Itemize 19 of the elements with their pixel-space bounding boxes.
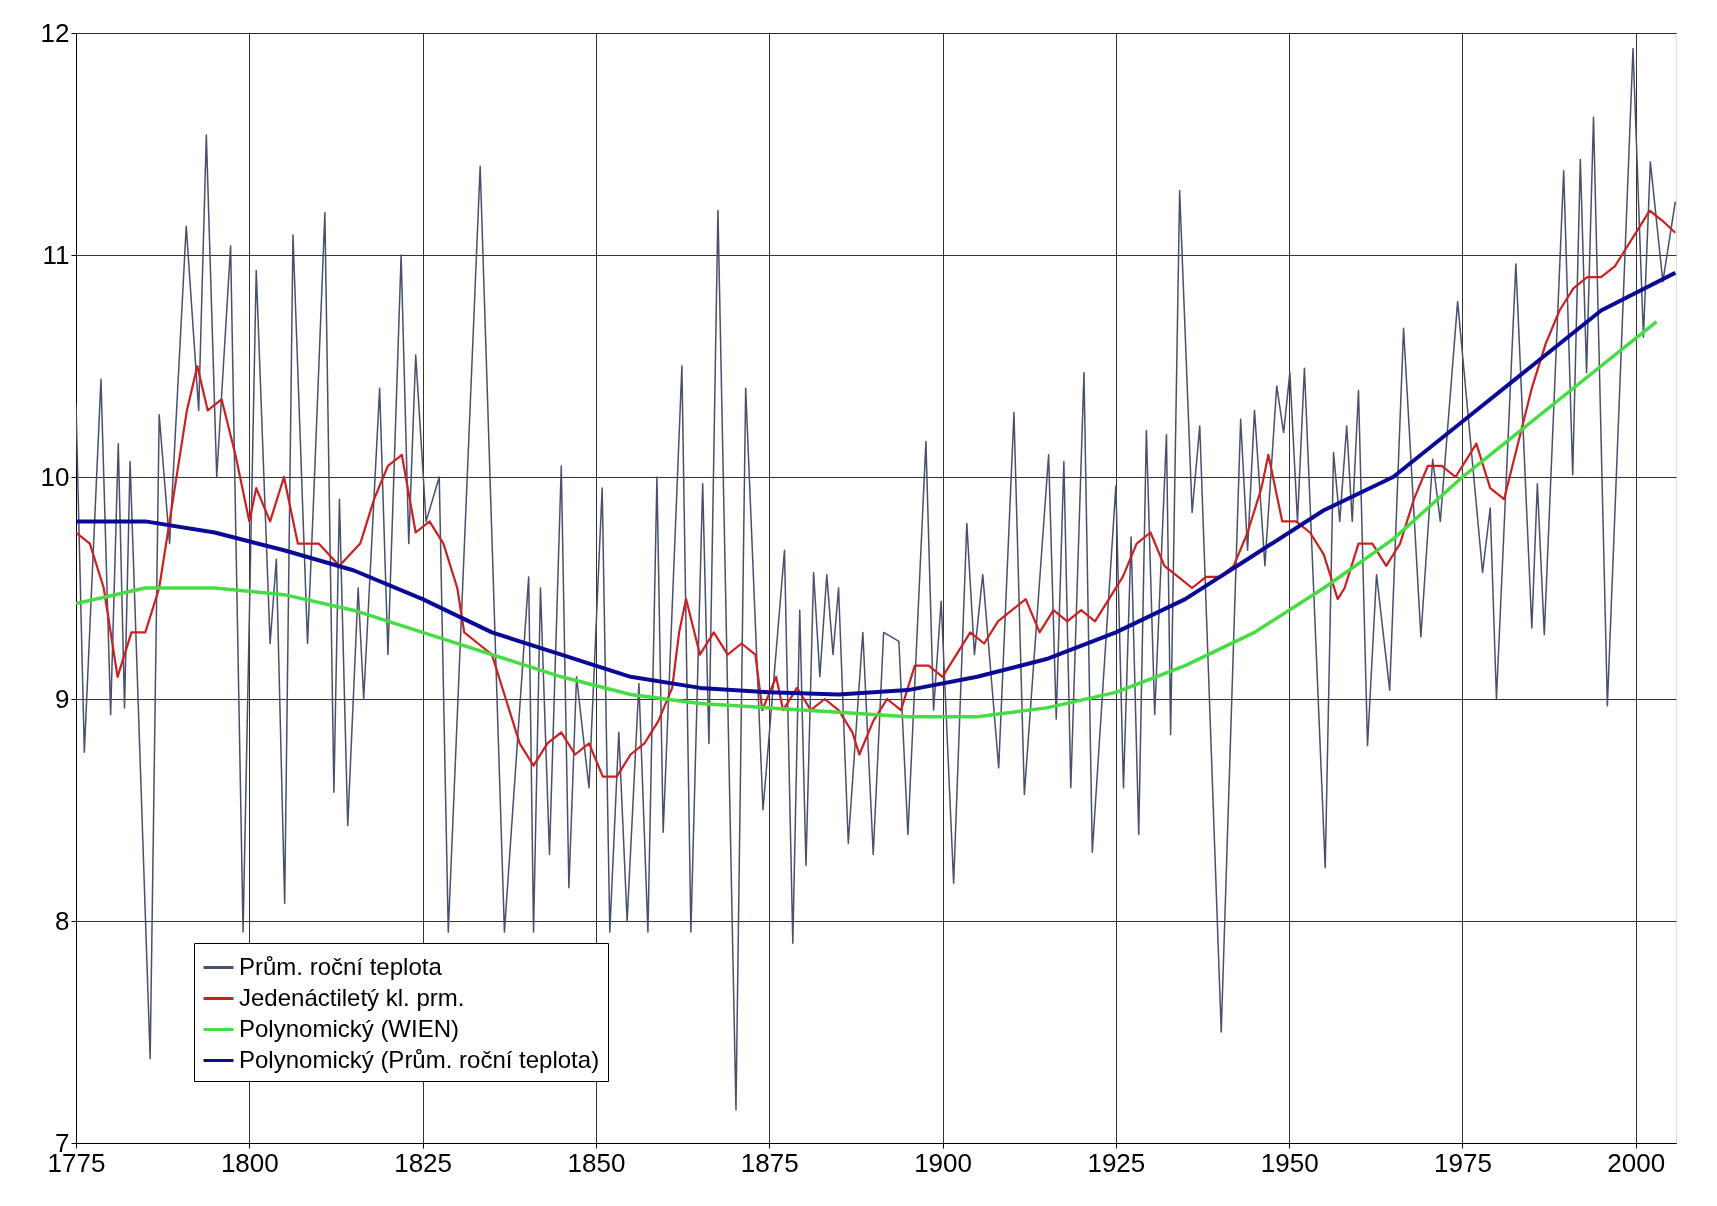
legend-label: Prům. roční teplota <box>239 952 443 980</box>
x-tick-label: 1950 <box>1260 1147 1319 1178</box>
y-tick-label: 12 <box>40 17 70 48</box>
legend-label: Jedenáctiletý kl. prm. <box>239 983 465 1011</box>
y-tick-label: 10 <box>40 461 70 492</box>
line-series <box>76 319 1659 719</box>
x-tick-label: 1975 <box>1434 1147 1492 1178</box>
legend-label: Polynomický (Prům. roční teplota) <box>239 1045 600 1073</box>
x-tick-label: 1875 <box>740 1147 799 1178</box>
x-tick-label: 1825 <box>394 1147 453 1178</box>
x-tick-label: 1850 <box>567 1147 626 1178</box>
legend-label: Polynomický (WIEN) <box>239 1014 460 1042</box>
x-tick-label: 1925 <box>1087 1147 1146 1178</box>
x-tick-label: 1900 <box>914 1147 972 1178</box>
x-tick-label: 2000 <box>1607 1147 1666 1178</box>
y-tick-label: 9 <box>55 683 70 714</box>
x-tick-label: 1800 <box>220 1147 279 1178</box>
y-tick-label: 11 <box>42 239 70 270</box>
y-tick-label: 8 <box>55 905 70 936</box>
